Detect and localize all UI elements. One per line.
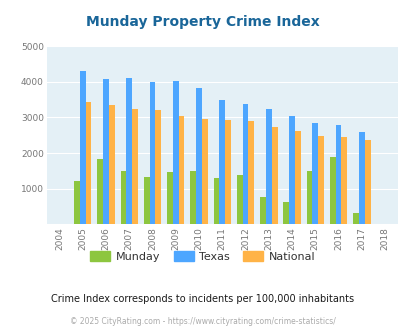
- Bar: [341, 137, 346, 224]
- Bar: [143, 177, 149, 224]
- Bar: [283, 202, 288, 224]
- Bar: [166, 172, 173, 224]
- Bar: [265, 109, 271, 224]
- Bar: [120, 171, 126, 224]
- Bar: [248, 121, 254, 224]
- Bar: [190, 171, 196, 224]
- Bar: [236, 175, 242, 224]
- Text: Munday Property Crime Index: Munday Property Crime Index: [86, 15, 319, 29]
- Bar: [173, 81, 178, 224]
- Bar: [306, 171, 311, 224]
- Bar: [364, 140, 370, 224]
- Bar: [196, 88, 201, 224]
- Bar: [103, 79, 109, 224]
- Bar: [260, 197, 265, 224]
- Bar: [271, 127, 277, 224]
- Bar: [225, 120, 230, 224]
- Bar: [352, 213, 358, 224]
- Bar: [178, 116, 184, 224]
- Bar: [132, 109, 138, 224]
- Bar: [155, 110, 161, 224]
- Bar: [97, 159, 103, 224]
- Bar: [242, 104, 248, 224]
- Bar: [74, 181, 80, 224]
- Bar: [201, 119, 207, 224]
- Bar: [311, 123, 318, 224]
- Bar: [109, 105, 115, 224]
- Bar: [85, 102, 91, 224]
- Bar: [149, 82, 155, 224]
- Text: Crime Index corresponds to incidents per 100,000 inhabitants: Crime Index corresponds to incidents per…: [51, 294, 354, 304]
- Bar: [335, 125, 341, 224]
- Bar: [329, 157, 335, 224]
- Bar: [80, 71, 85, 224]
- Bar: [288, 116, 294, 224]
- Bar: [213, 178, 219, 224]
- Bar: [126, 78, 132, 224]
- Bar: [294, 131, 300, 224]
- Bar: [219, 100, 225, 224]
- Legend: Munday, Texas, National: Munday, Texas, National: [86, 247, 319, 267]
- Bar: [358, 132, 364, 224]
- Bar: [318, 136, 323, 224]
- Text: © 2025 CityRating.com - https://www.cityrating.com/crime-statistics/: © 2025 CityRating.com - https://www.city…: [70, 317, 335, 326]
